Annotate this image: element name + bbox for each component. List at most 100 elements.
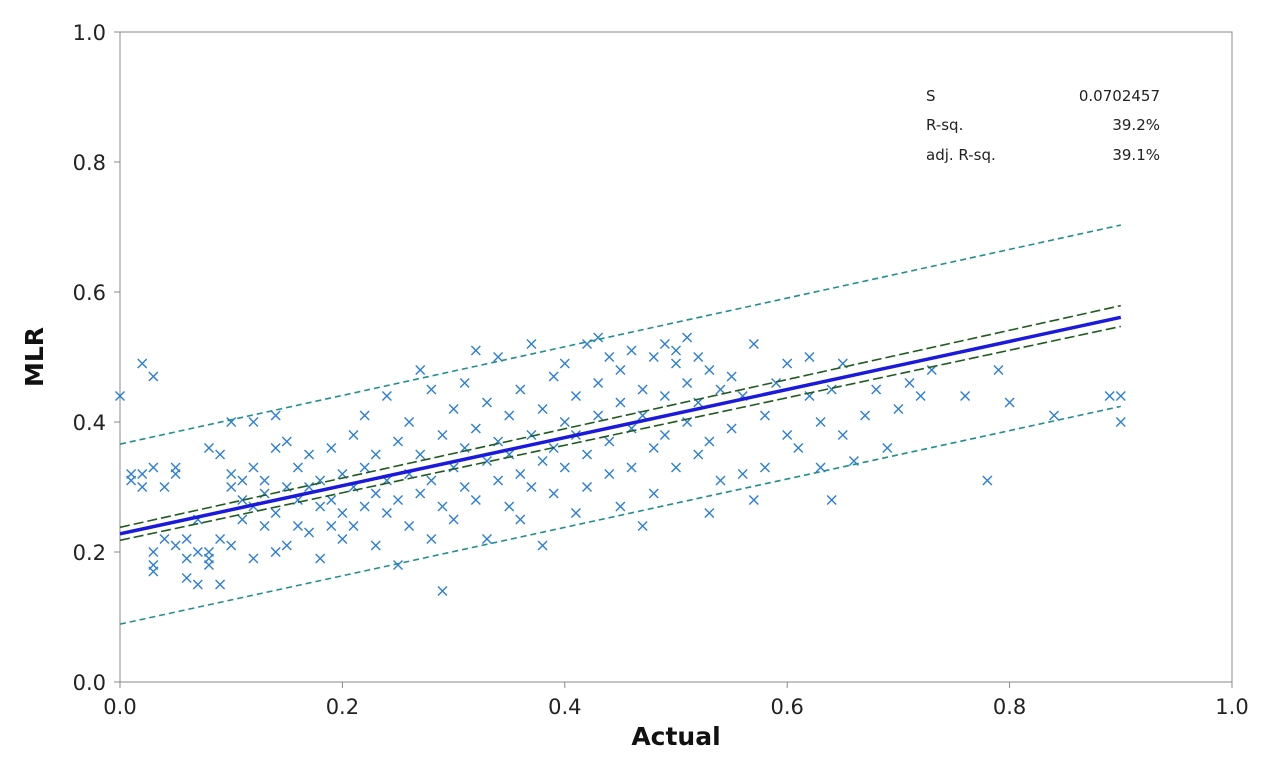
stat-value-s: 0.0702457 [1079, 87, 1160, 105]
data-point-marker [537, 540, 548, 551]
data-point-marker [226, 540, 237, 551]
data-point-marker [415, 365, 426, 375]
data-point-marker [737, 469, 748, 479]
data-point-marker [759, 462, 770, 473]
data-point-marker [682, 332, 693, 343]
data-point-marker [270, 443, 281, 453]
data-point-marker [1115, 391, 1126, 401]
data-point-marker [270, 547, 281, 557]
data-point-marker [748, 339, 759, 349]
data-point-marker [671, 462, 681, 473]
data-point-marker [337, 508, 348, 518]
data-point-marker [537, 404, 548, 414]
data-point-marker [426, 384, 437, 395]
x-tick-label: 0.4 [548, 695, 581, 719]
stat-label-s: S [926, 87, 936, 105]
data-point-marker [448, 404, 459, 414]
data-point-marker [548, 488, 559, 499]
data-point-marker [726, 371, 737, 382]
data-point-marker [203, 560, 214, 570]
data-point-marker [648, 352, 659, 362]
data-point-marker [615, 365, 626, 375]
x-axis-title: Actual [631, 722, 720, 751]
data-point-marker [537, 456, 548, 466]
y-tick-label: 0.0 [73, 671, 106, 695]
data-point-marker [370, 488, 381, 499]
data-point-marker [604, 436, 615, 447]
data-point-marker [437, 586, 448, 596]
data-point-marker [715, 475, 726, 486]
data-point-marker [215, 579, 226, 590]
data-point-marker [270, 508, 281, 518]
data-point-marker [782, 358, 793, 369]
data-point-marker [137, 482, 148, 492]
data-point-marker [637, 521, 648, 531]
data-point-marker [281, 436, 292, 447]
data-point-marker [259, 521, 270, 531]
data-point-marker [759, 410, 770, 421]
data-point-marker [515, 514, 526, 525]
data-point-marker [292, 462, 303, 473]
data-point-marker [893, 404, 904, 414]
data-point-marker [192, 547, 203, 557]
data-point-marker [315, 501, 326, 512]
data-point-marker [515, 384, 526, 395]
x-tick-label: 1.0 [1215, 695, 1248, 719]
prediction-band-lower [119, 405, 1121, 625]
data-point-marker [515, 469, 526, 479]
data-point-marker [481, 397, 492, 408]
data-point-marker [404, 521, 415, 531]
data-point-marker [404, 417, 415, 427]
data-point-marker [348, 521, 359, 531]
data-point-marker [192, 579, 203, 590]
data-point-marker [437, 430, 448, 440]
data-point-marker [1115, 417, 1126, 427]
data-point-marker [704, 365, 715, 375]
confidence-band-lower [119, 325, 1121, 542]
data-point-marker [993, 365, 1004, 375]
data-point-marker [170, 469, 181, 479]
data-point-marker [359, 462, 370, 473]
data-point-marker [704, 508, 715, 518]
data-point-marker [281, 540, 292, 551]
data-point-marker [570, 508, 581, 518]
data-point-marker [159, 482, 170, 492]
data-point-marker [493, 475, 504, 486]
data-point-marker [960, 391, 971, 401]
data-point-marker [137, 358, 148, 369]
data-point-marker [203, 443, 214, 453]
data-point-marker [326, 443, 337, 453]
data-point-marker [370, 540, 381, 551]
data-point-marker [582, 449, 593, 460]
data-point-marker [593, 378, 604, 388]
data-point-marker [159, 534, 170, 544]
data-point-marker [437, 501, 448, 512]
data-point-marker [704, 436, 715, 447]
data-point-marker [148, 371, 159, 382]
fit-bands [119, 224, 1122, 625]
data-point-marker [393, 560, 403, 570]
data-point-marker [904, 378, 915, 388]
data-point-marker [148, 547, 159, 557]
data-point-marker [615, 397, 626, 408]
data-point-marker [126, 475, 137, 486]
confidence-band-upper [119, 304, 1121, 529]
data-point-marker [292, 521, 303, 531]
data-point-marker [860, 410, 871, 421]
data-point-marker [348, 430, 359, 440]
data-point-marker [148, 566, 159, 577]
data-point-marker [448, 514, 459, 525]
data-point-marker [304, 527, 315, 538]
data-point-marker [470, 495, 481, 505]
data-point-marker [181, 534, 192, 544]
x-tick-label: 0.0 [103, 695, 136, 719]
data-point-marker [715, 384, 726, 395]
regression-fit-line [119, 315, 1122, 536]
data-point-marker [882, 443, 893, 453]
data-point-marker [671, 345, 681, 356]
data-point-marker [115, 391, 125, 401]
data-point-marker [526, 339, 537, 349]
data-point-marker [1049, 410, 1060, 421]
data-point-marker [615, 501, 626, 512]
